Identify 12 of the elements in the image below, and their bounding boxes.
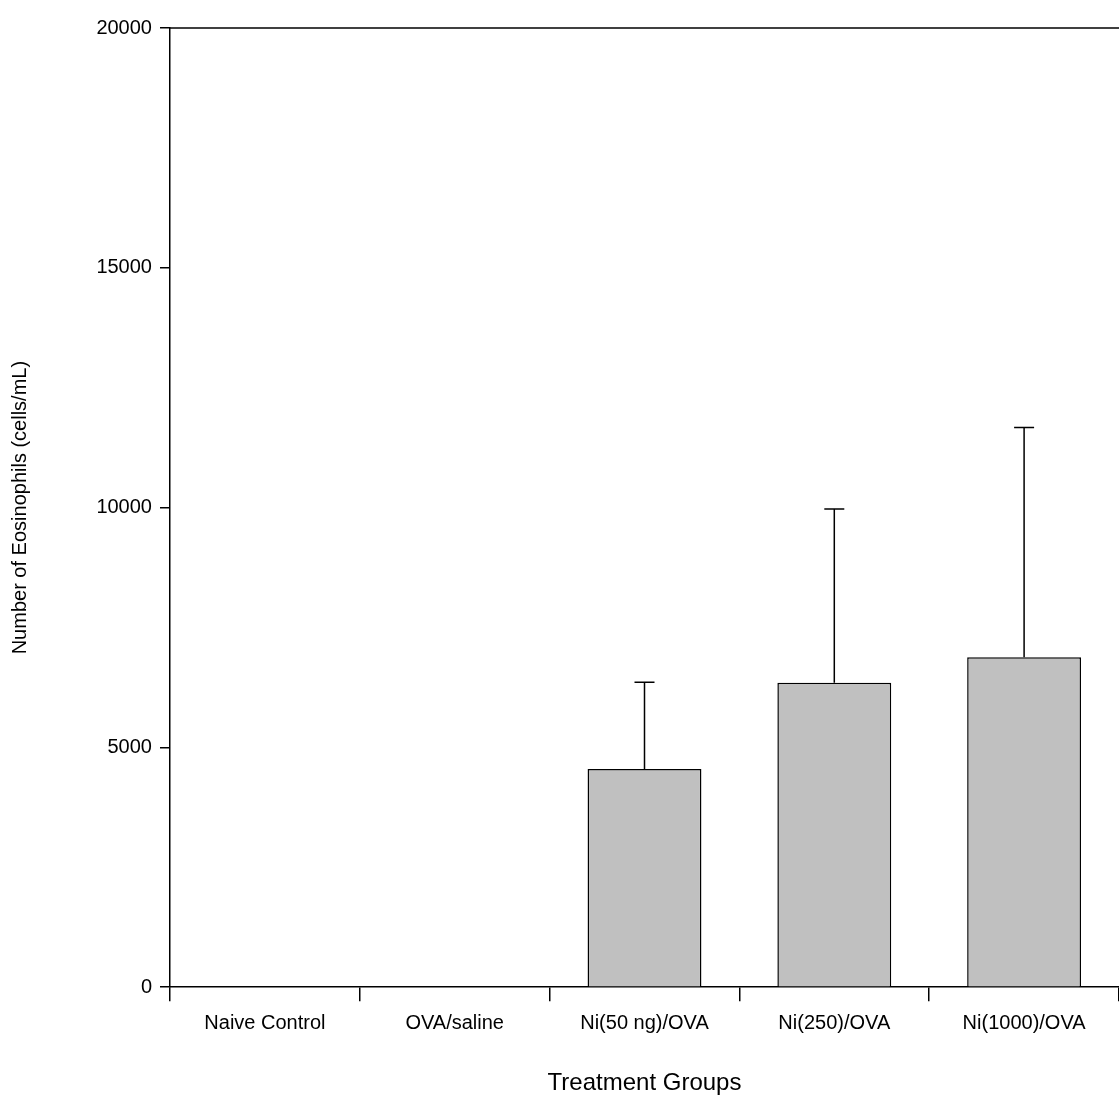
y-tick-label: 5000 bbox=[107, 734, 152, 757]
y-axis-title: Number of Eosinophils (cells/mL) bbox=[7, 360, 30, 655]
y-tick-label: 0 bbox=[140, 974, 152, 997]
x-tick-label: Ni(50 ng)/OVA bbox=[580, 1010, 710, 1033]
x-tick-label: Ni(250)/OVA bbox=[778, 1010, 891, 1033]
x-tick-label: Naive Control bbox=[204, 1010, 326, 1033]
y-tick-label: 20000 bbox=[96, 15, 152, 38]
x-tick-label: Ni(1000)/OVA bbox=[962, 1010, 1087, 1033]
y-tick-label: 10000 bbox=[96, 495, 152, 518]
x-tick-label: OVA/saline bbox=[405, 1010, 504, 1033]
y-tick-label: 15000 bbox=[96, 255, 152, 278]
x-axis-title: Treatment Groups bbox=[547, 1068, 742, 1096]
